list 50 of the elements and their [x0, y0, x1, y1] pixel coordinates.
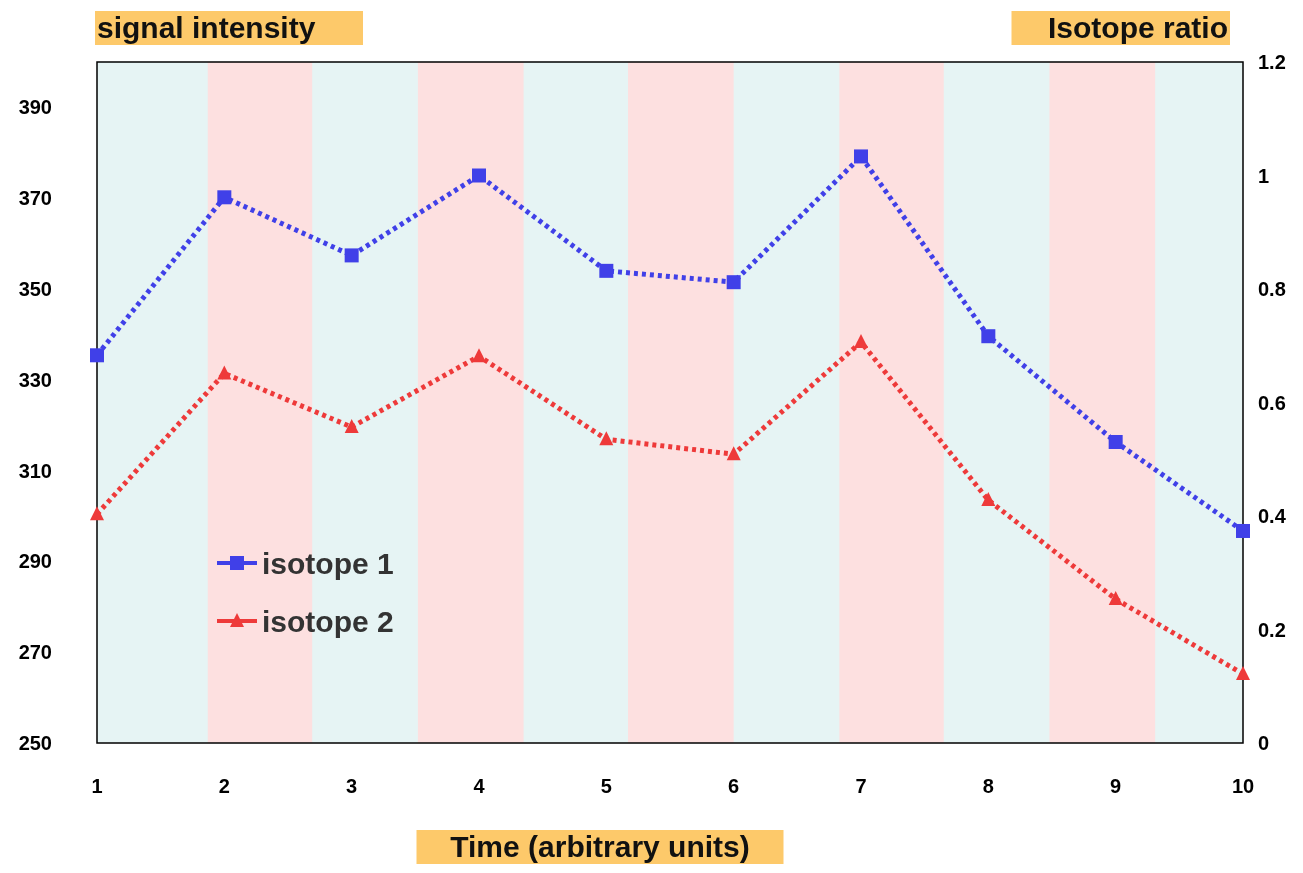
x-tick-label: 8 — [982, 775, 994, 797]
point — [854, 149, 868, 164]
y-tick-label: 290 — [18, 550, 52, 573]
y-axis-title: signal intensity — [97, 11, 316, 44]
point — [1236, 665, 1250, 680]
point — [1108, 591, 1123, 606]
x-tick-label: 9 — [1110, 775, 1122, 797]
point — [726, 446, 741, 461]
point — [981, 492, 996, 507]
y-tick-label: 330 — [18, 368, 52, 391]
y-tick-label: 250 — [18, 732, 52, 754]
point — [854, 334, 868, 349]
point — [90, 348, 104, 363]
y-tick-label: 390 — [18, 96, 52, 119]
point — [217, 365, 232, 380]
point — [90, 506, 104, 521]
point — [1108, 435, 1123, 449]
y2-tick-label: 0.2 — [1258, 618, 1286, 641]
legend-label: isotope 1 — [262, 547, 394, 580]
x-tick-label: 3 — [346, 775, 358, 797]
y2-tick-label: 0.6 — [1258, 391, 1286, 414]
x-tick-label: 1 — [91, 775, 103, 797]
x-tick-label: 5 — [600, 775, 612, 797]
y-tick-label: 350 — [18, 278, 52, 300]
point — [472, 348, 486, 363]
x-axis-title: Time (arbitrary units) — [450, 830, 750, 863]
point — [981, 329, 996, 344]
point — [599, 431, 614, 446]
y2-tick-label: 0 — [1258, 732, 1270, 754]
x-tick-label: 6 — [728, 775, 740, 797]
x-tick-label: 7 — [855, 775, 867, 797]
y-tick-label: 370 — [18, 187, 52, 210]
y2-tick-label: 0.8 — [1258, 278, 1286, 300]
x-tick-label: 4 — [473, 775, 486, 797]
point — [599, 263, 614, 278]
legend-label: isotope 2 — [262, 605, 394, 638]
x-tick-label: 10 — [1231, 775, 1255, 797]
x-tick-label: 2 — [218, 775, 230, 797]
point — [344, 248, 359, 263]
point — [726, 275, 741, 290]
point — [344, 419, 359, 434]
y-tick-label: 310 — [18, 459, 52, 482]
y-tick-label: 270 — [18, 641, 52, 664]
point — [217, 190, 232, 205]
y2-tick-label: 1 — [1258, 164, 1270, 187]
y2-axis-title: Isotope ratio — [1047, 11, 1228, 44]
y2-tick-label: 1.2 — [1258, 51, 1286, 73]
point — [472, 168, 486, 183]
y2-tick-label: 0.4 — [1258, 505, 1287, 527]
point — [1236, 523, 1250, 538]
